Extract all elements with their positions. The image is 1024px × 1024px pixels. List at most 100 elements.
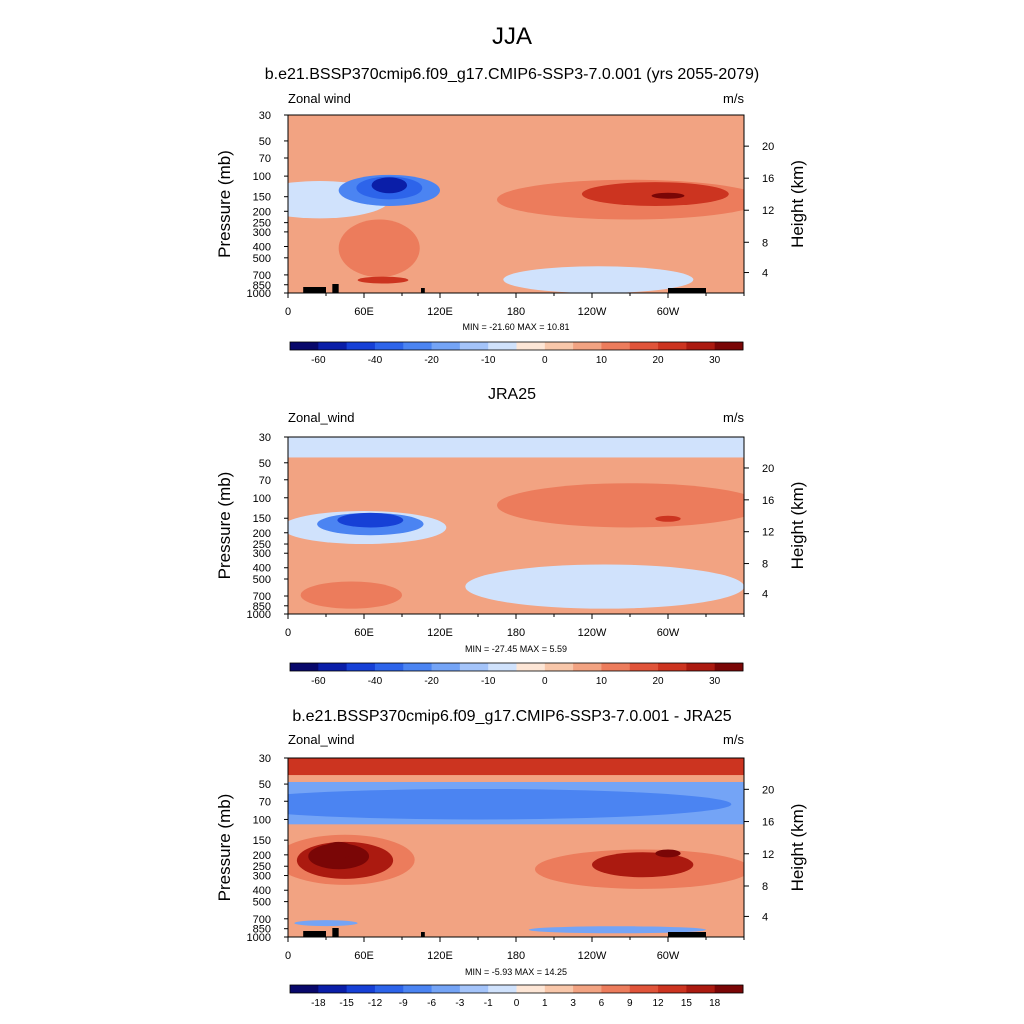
colorbar-swatch (459, 663, 489, 671)
topography-mask (421, 932, 425, 937)
colorbar-label: 1 (542, 998, 548, 1009)
height-axis-label: Height (km) (788, 482, 807, 570)
y-tick-label: 300 (253, 548, 271, 560)
colorbar-swatch (318, 663, 348, 671)
colorbar-label: 0 (542, 355, 548, 366)
colorbar-label: -18 (311, 998, 326, 1009)
colorbar-frame (289, 662, 744, 672)
min-max-stats: MIN = -21.60 MAX = 10.81 (462, 322, 569, 332)
y-tick-label: 70 (259, 475, 271, 487)
x-tick-label: 120E (427, 306, 453, 318)
x-tick-label: 120E (427, 950, 453, 962)
colorbar-swatch (629, 342, 659, 350)
colorbar-swatch (629, 663, 659, 671)
y-tick-label: 400 (253, 885, 271, 897)
height-tick-label: 8 (762, 881, 768, 893)
y-tick-label: 100 (253, 493, 271, 505)
colorbar-label: -40 (368, 355, 383, 366)
colorbar-swatch (658, 985, 687, 993)
chart-panel-1: b.e21.BSSP370cmip6.f09_g17.CMIP6-SSP3-7.… (215, 66, 807, 366)
colorbar-label: -60 (311, 355, 326, 366)
figure-title: JJA (492, 23, 532, 50)
colorbar-swatch (318, 342, 348, 350)
colorbar-swatch (374, 985, 404, 993)
colorbar-swatch (573, 663, 602, 671)
x-tick-label: 120W (578, 306, 607, 318)
panel-title: b.e21.BSSP370cmip6.f09_g17.CMIP6-SSP3-7.… (292, 708, 731, 725)
panel-title: JRA25 (488, 386, 536, 403)
colorbar-swatch (714, 985, 744, 993)
y-tick-label: 200 (253, 850, 271, 862)
height-tick-label: 8 (762, 559, 768, 571)
colorbar-swatch (374, 663, 404, 671)
height-tick-label: 20 (762, 463, 774, 475)
x-tick-label: 0 (285, 306, 291, 318)
colorbar-swatch (601, 985, 631, 993)
height-axis-label: Height (km) (788, 160, 807, 248)
x-tick-label: 180 (507, 627, 525, 639)
y-tick-label: 30 (259, 432, 271, 444)
field-band (288, 437, 744, 458)
field-contour (338, 219, 420, 278)
field-contour (288, 788, 732, 820)
colorbar-label: 18 (709, 998, 721, 1009)
height-axis-label: Height (km) (788, 804, 807, 892)
y-tick-label: 850 (253, 280, 271, 292)
colorbar-label: 30 (709, 355, 721, 366)
y-tick-label: 400 (253, 241, 271, 253)
y-tick-label: 1000 (247, 288, 271, 300)
y-tick-label: 50 (259, 136, 271, 148)
field-contour (528, 926, 706, 934)
y-tick-label: 250 (253, 539, 271, 551)
variable-label: Zonal_wind (288, 732, 355, 747)
height-tick-label: 20 (762, 784, 774, 796)
colorbar-label: 0 (514, 998, 520, 1009)
y-tick-label: 1000 (247, 932, 271, 944)
colorbar-label: 20 (653, 676, 665, 687)
colorbar-label: -20 (424, 676, 439, 687)
y-tick-label: 300 (253, 871, 271, 883)
y-axis-label: Pressure (mb) (215, 472, 234, 580)
x-tick-label: 120E (427, 627, 453, 639)
y-tick-label: 30 (259, 753, 271, 765)
x-tick-label: 60E (354, 306, 374, 318)
field-contour (465, 564, 744, 609)
colorbar-swatch (686, 342, 716, 350)
height-tick-label: 16 (762, 173, 774, 185)
y-tick-label: 150 (253, 192, 271, 204)
y-tick-label: 200 (253, 528, 271, 540)
field-contour (294, 920, 358, 927)
colorbar-swatch (346, 663, 376, 671)
colorbar-swatch (459, 342, 489, 350)
field-contour (503, 266, 694, 293)
y-axis-label: Pressure (mb) (215, 794, 234, 902)
colorbar-swatch (516, 342, 546, 350)
colorbar-swatch (290, 342, 319, 350)
x-tick-label: 60W (657, 306, 680, 318)
colorbar-swatch (658, 342, 687, 350)
field-contour (655, 515, 681, 522)
field-band (288, 758, 744, 776)
topography-mask (303, 931, 326, 937)
min-max-stats: MIN = -5.93 MAX = 14.25 (465, 967, 567, 977)
height-tick-label: 16 (762, 817, 774, 829)
y-tick-label: 500 (253, 897, 271, 909)
colorbar-label: 15 (681, 998, 693, 1009)
field-contour (323, 841, 354, 859)
field-contour (357, 276, 409, 284)
colorbar: -60 -40 -20 -10 0 10 20 30 (289, 341, 744, 366)
contour-field (288, 758, 744, 937)
x-tick-label: 60E (354, 950, 374, 962)
colorbar-swatch (714, 663, 744, 671)
colorbar-label: -3 (455, 998, 464, 1009)
units-label: m/s (723, 91, 744, 106)
colorbar-swatch (544, 663, 574, 671)
y-tick-label: 30 (259, 110, 271, 122)
x-tick-label: 60W (657, 950, 680, 962)
x-tick-label: 0 (285, 627, 291, 639)
y-axis-label: Pressure (mb) (215, 150, 234, 258)
colorbar-swatch (601, 663, 631, 671)
colorbar-swatch (403, 663, 433, 671)
units-label: m/s (723, 732, 744, 747)
colorbar-swatch (431, 342, 461, 350)
